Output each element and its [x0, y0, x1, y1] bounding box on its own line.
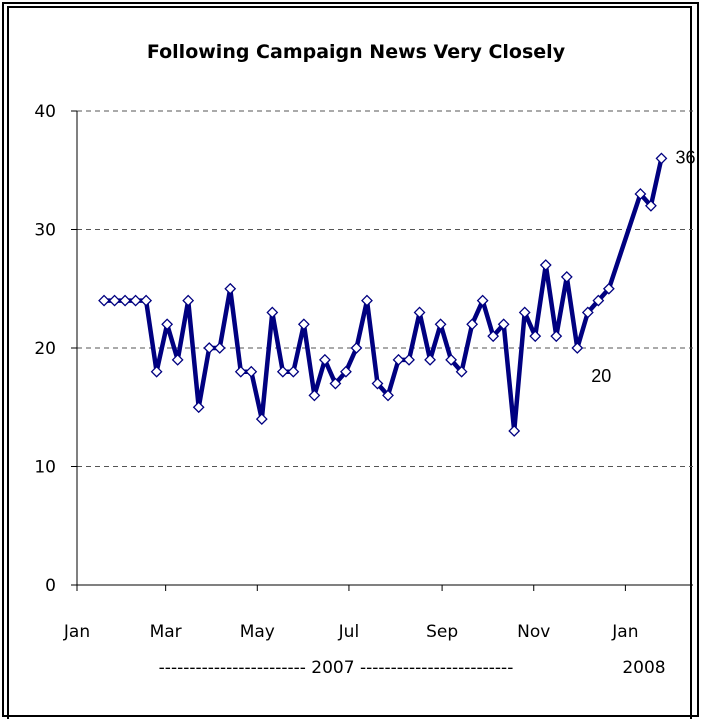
y-tick-label-40: 40 — [34, 102, 56, 122]
chart-title: Following Campaign News Very Closely — [147, 41, 566, 63]
x-tick-label-1: Mar — [150, 622, 182, 642]
chart-inner-border — [7, 6, 692, 719]
data-point-34 — [455, 365, 468, 378]
data-point-31 — [424, 353, 436, 366]
data-point-50 — [645, 199, 657, 212]
x-tick-label-5: Nov — [517, 622, 550, 642]
data-point-6 — [161, 318, 174, 331]
data-point-32 — [434, 318, 447, 331]
data-point-23 — [340, 365, 352, 378]
data-point-24 — [350, 342, 363, 354]
data-point-2 — [119, 294, 131, 307]
data-point-19 — [297, 318, 310, 331]
annotation-36: 36 — [675, 147, 695, 167]
y-axis-ticks: 0 10 20 30 40 — [34, 102, 77, 596]
data-point-46 — [581, 306, 594, 319]
y-tick-label-0: 0 — [45, 576, 56, 596]
x-tick-label-2: May — [240, 622, 275, 642]
markers-group — [98, 152, 668, 437]
data-point-25 — [361, 294, 373, 307]
data-point-36 — [476, 294, 489, 307]
data-point-28 — [392, 353, 405, 366]
series-line — [104, 157, 664, 434]
data-point-0 — [98, 294, 110, 307]
data-point-4 — [140, 294, 153, 307]
data-point-43 — [550, 330, 563, 343]
data-point-14 — [245, 365, 258, 378]
x-tick-label-0: Jan — [63, 622, 90, 642]
data-point-39 — [508, 425, 521, 437]
year-label-2007: ------------------------ 2007 ----------… — [159, 658, 514, 678]
data-point-13 — [234, 365, 247, 378]
data-point-27 — [382, 389, 394, 402]
data-point-42 — [539, 259, 552, 271]
data-point-30 — [413, 306, 426, 319]
data-point-1 — [108, 294, 121, 307]
data-point-9 — [192, 401, 205, 414]
data-point-21 — [318, 353, 331, 366]
data-point-47 — [592, 294, 605, 307]
data-point-33 — [445, 353, 458, 366]
data-point-16 — [266, 306, 279, 319]
data-point-17 — [276, 365, 289, 378]
data-point-51 — [655, 152, 668, 165]
data-point-26 — [371, 377, 384, 390]
data-point-7 — [171, 353, 184, 366]
data-point-29 — [403, 353, 415, 366]
data-point-44 — [560, 270, 573, 283]
x-tick-label-3: Jul — [338, 622, 360, 642]
data-point-49 — [634, 188, 647, 200]
series-group — [104, 157, 664, 434]
data-point-15 — [255, 413, 268, 426]
data-point-12 — [224, 282, 237, 295]
data-point-41 — [529, 330, 542, 343]
data-point-11 — [213, 342, 226, 354]
data-point-40 — [518, 306, 531, 319]
data-point-20 — [308, 389, 321, 402]
annotations-group: 36 20 — [591, 147, 695, 386]
data-point-18 — [287, 365, 300, 378]
data-point-48 — [602, 282, 615, 295]
annotation-20: 20 — [591, 366, 611, 386]
data-point-5 — [150, 365, 163, 378]
data-point-37 — [487, 330, 500, 343]
data-point-10 — [203, 342, 216, 354]
data-point-22 — [329, 377, 342, 390]
data-point-35 — [466, 318, 479, 331]
data-point-8 — [182, 294, 195, 307]
data-point-3 — [129, 294, 142, 307]
gridlines — [77, 110, 693, 467]
x-tick-label-4: Sep — [426, 622, 458, 642]
data-point-38 — [497, 318, 510, 331]
data-point-45 — [571, 342, 584, 354]
x-axis-ticks: Jan Mar May Jul Sep Nov Jan — [63, 585, 638, 642]
y-tick-label-20: 20 — [34, 339, 56, 359]
y-tick-label-30: 30 — [34, 221, 56, 241]
x-tick-label-6: Jan — [611, 622, 638, 642]
year-label-2008: 2008 — [622, 658, 665, 678]
y-tick-label-10: 10 — [34, 458, 56, 478]
